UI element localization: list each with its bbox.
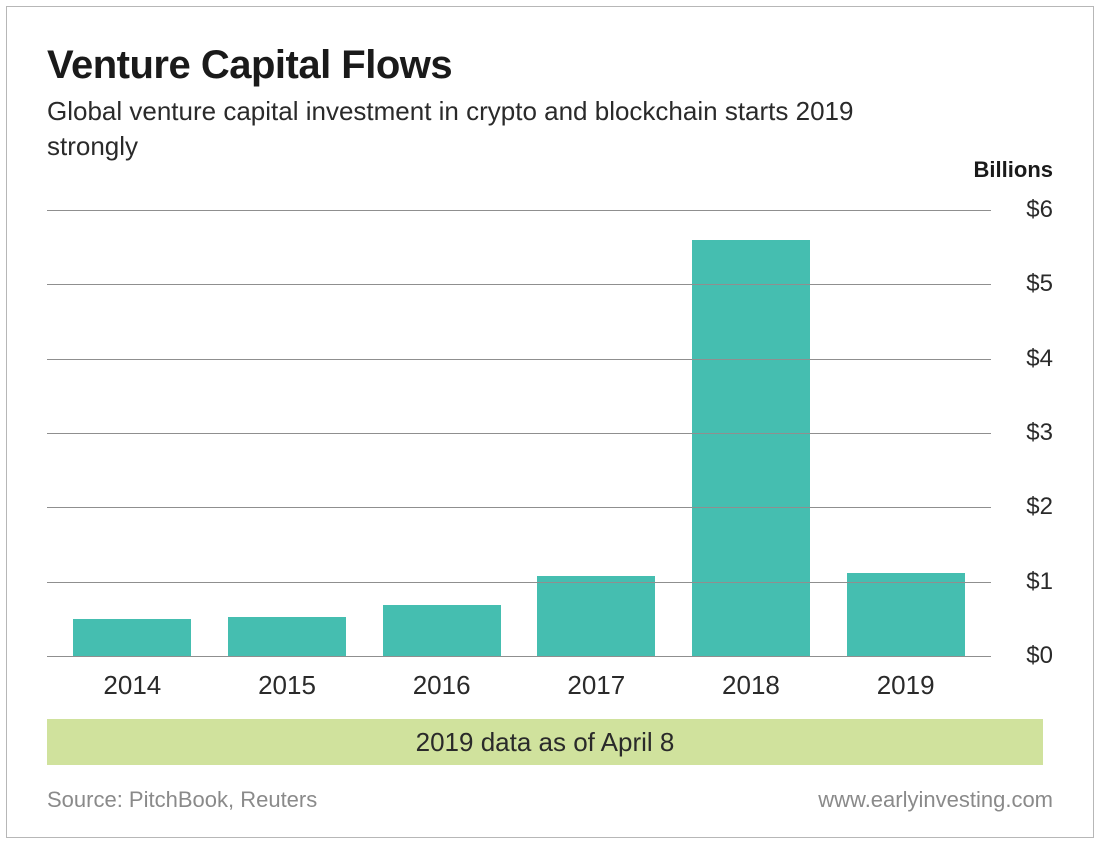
grid-line (47, 284, 991, 285)
x-tick-label: 2019 (847, 670, 965, 701)
bar (383, 605, 501, 656)
chart-frame: Venture Capital Flows Global venture cap… (0, 0, 1100, 844)
chart-subtitle: Global venture capital investment in cry… (47, 94, 927, 164)
x-tick-label: 2018 (692, 670, 810, 701)
x-labels: 2014 2015 2016 2017 2018 2019 (47, 656, 1053, 701)
y-tick-label: $2 (1026, 493, 1053, 521)
y-tick-label: $0 (1026, 642, 1053, 670)
grid-line (47, 359, 991, 360)
grid-line (47, 507, 991, 508)
x-tick-label: 2015 (228, 670, 346, 701)
bar (847, 573, 965, 656)
y-ticks: $0$1$2$3$4$5$6 (991, 210, 1053, 656)
plot-region (47, 210, 991, 656)
y-tick-label: $4 (1026, 345, 1053, 373)
grid-line (47, 582, 991, 583)
bar (537, 576, 655, 656)
y-axis-title: Billions (974, 157, 1053, 183)
bar (228, 617, 346, 656)
site-text: www.earlyinvesting.com (818, 787, 1053, 813)
x-tick-label: 2014 (73, 670, 191, 701)
chart-title: Venture Capital Flows (47, 43, 1053, 88)
chart-area: $0$1$2$3$4$5$6 201420152016201720182019 … (47, 210, 1053, 813)
x-tick-label: 2017 (537, 670, 655, 701)
chart-card: Venture Capital Flows Global venture cap… (6, 6, 1094, 838)
note-text: 2019 data as of April 8 (416, 727, 675, 758)
source-text: Source: PitchBook, Reuters (47, 787, 317, 813)
grid-line (47, 656, 991, 657)
plot-row: $0$1$2$3$4$5$6 (47, 210, 1053, 656)
grid-line (47, 433, 991, 434)
y-tick-label: $3 (1026, 419, 1053, 447)
bar (73, 619, 191, 656)
note-bar: 2019 data as of April 8 (47, 719, 1043, 765)
y-tick-label: $6 (1026, 196, 1053, 224)
footer: Source: PitchBook, Reuters www.earlyinve… (47, 787, 1053, 813)
x-tick-label: 2016 (383, 670, 501, 701)
bar (692, 240, 810, 656)
y-tick-label: $1 (1026, 568, 1053, 596)
y-tick-label: $5 (1026, 270, 1053, 298)
grid-line (47, 210, 991, 211)
